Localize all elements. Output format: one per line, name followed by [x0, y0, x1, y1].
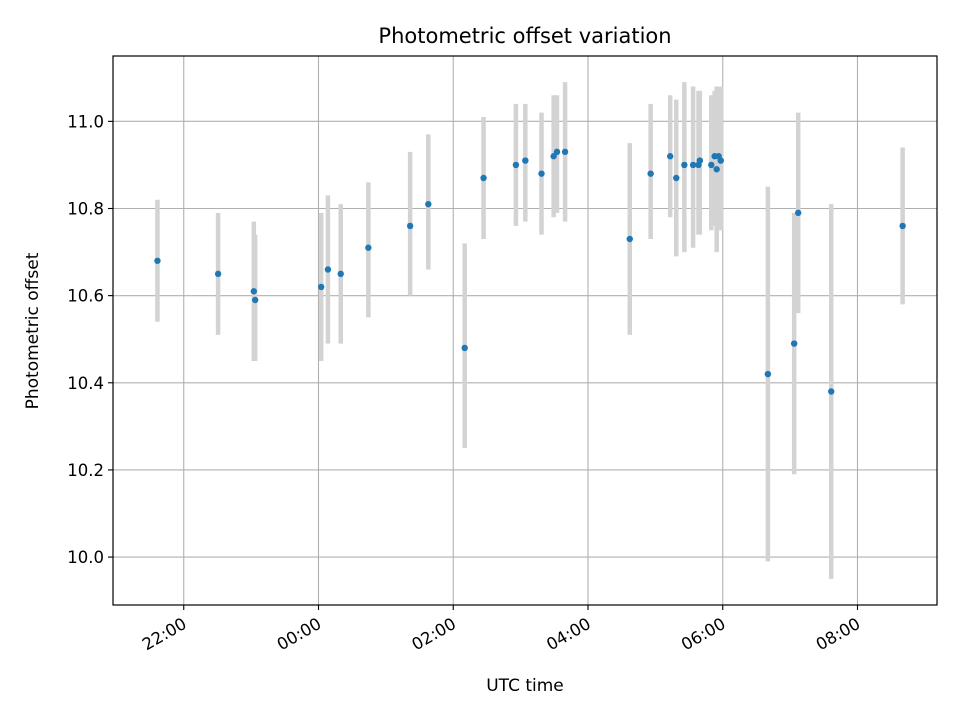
- data-point: [899, 222, 906, 230]
- y-axis-ticks: 10.0 10.2 10.4 10.6 10.8 11.0: [67, 112, 113, 567]
- data-point: [251, 296, 259, 304]
- data-point: [717, 157, 724, 164]
- data-point: [647, 170, 654, 177]
- data-point: [324, 266, 332, 273]
- data-point: [795, 209, 802, 217]
- x-tick-label: 02:00: [409, 614, 460, 654]
- y-tick-label: 11.0: [67, 112, 104, 131]
- y-tick-label: 10.2: [67, 461, 104, 480]
- y-tick-label: 10.6: [67, 287, 104, 306]
- y-tick-label: 10.0: [67, 548, 104, 567]
- data-point: [626, 235, 633, 243]
- x-tick-label: 04:00: [543, 614, 594, 654]
- data-point: [561, 148, 569, 156]
- data-point: [764, 370, 772, 378]
- data-point: [553, 148, 561, 156]
- data-point: [522, 157, 529, 164]
- data-point: [406, 222, 414, 230]
- x-tick-label: 22:00: [139, 614, 190, 654]
- data-point: [673, 174, 680, 182]
- chart-title: Photometric offset variation: [378, 24, 671, 48]
- data-point: [681, 161, 688, 169]
- x-axis-ticks: 22:00 00:00 02:00 04:00 06:00 08:00: [139, 605, 863, 654]
- data-point: [512, 161, 520, 169]
- y-tick-label: 10.8: [67, 200, 104, 219]
- data-point: [696, 157, 704, 164]
- data-point: [828, 388, 835, 395]
- x-tick-label: 06:00: [678, 614, 729, 654]
- data-points: [154, 148, 906, 395]
- plot-frame: [112, 55, 938, 606]
- y-axis-label: Photometric offset: [23, 252, 43, 409]
- data-point: [538, 170, 545, 177]
- data-point: [790, 340, 798, 347]
- x-axis-label: UTC time: [486, 676, 564, 696]
- data-point: [365, 244, 372, 251]
- error-bars: [155, 82, 905, 579]
- data-point: [666, 153, 674, 160]
- data-point: [713, 166, 720, 173]
- data-point: [461, 344, 468, 352]
- data-point: [708, 161, 715, 169]
- y-tick-label: 10.4: [67, 374, 104, 393]
- data-point: [425, 200, 432, 208]
- data-point: [250, 288, 258, 295]
- x-tick-label: 00:00: [274, 614, 325, 654]
- data-point: [480, 174, 487, 182]
- data-point: [550, 153, 557, 160]
- data-point: [214, 270, 222, 278]
- x-tick-label: 08:00: [813, 614, 864, 654]
- data-point: [689, 161, 697, 169]
- data-point: [317, 283, 325, 291]
- data-point: [154, 257, 161, 264]
- data-point: [337, 270, 344, 278]
